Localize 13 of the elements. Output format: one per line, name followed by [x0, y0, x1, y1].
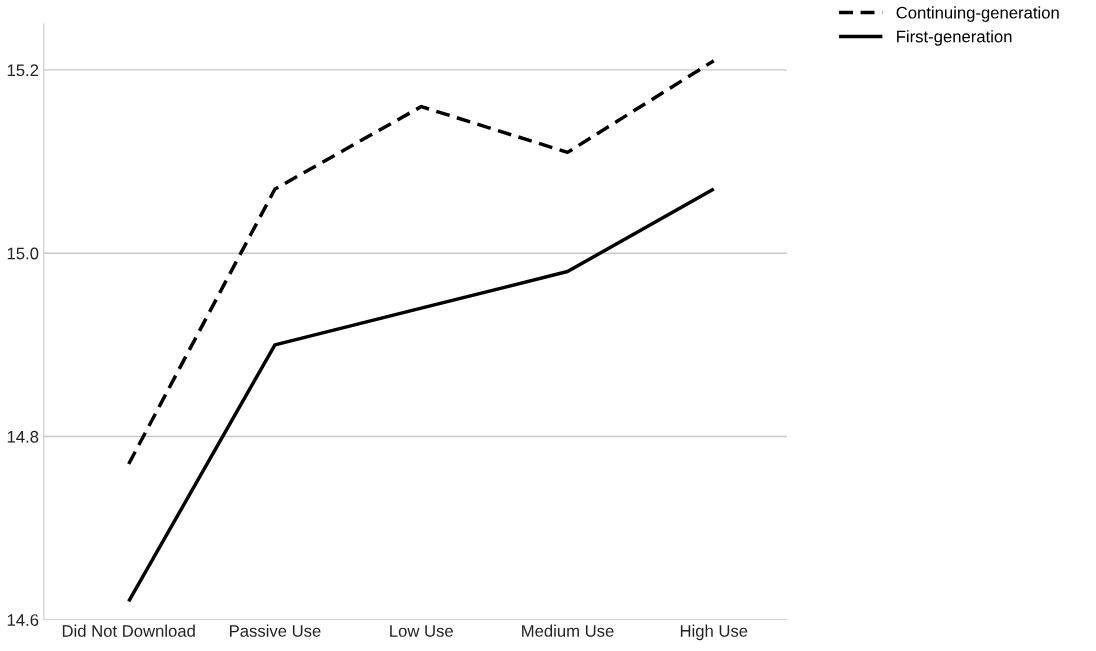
x-tick-label: Did Not Download [62, 624, 195, 637]
line-series [126, 59, 716, 466]
x-tick-label: Low Use [390, 625, 453, 637]
x-tick-label: Passive Use [230, 624, 321, 637]
y-tick-label: 15.0 [7, 247, 39, 260]
legend-label: First-generation [897, 30, 1012, 46]
line-series [126, 187, 716, 604]
x-tick-label: High Use [680, 624, 748, 641]
legend-label: Continuing-generation [896, 6, 1059, 22]
y-tick-label: 14.6 [7, 614, 39, 626]
y-tick-label: 15.2 [7, 64, 39, 77]
x-tick-label: Medium Use [522, 624, 614, 637]
y-tick-label: 14.8 [7, 430, 39, 443]
